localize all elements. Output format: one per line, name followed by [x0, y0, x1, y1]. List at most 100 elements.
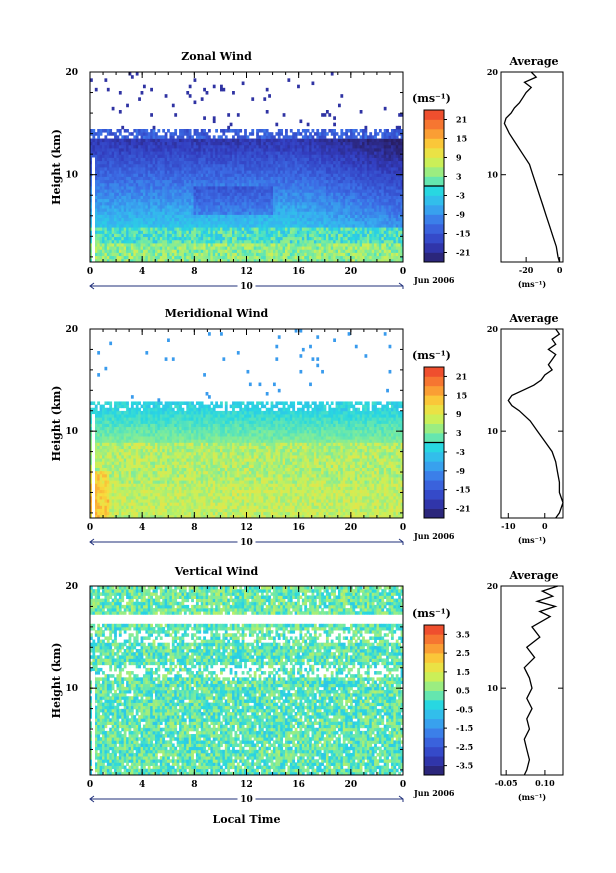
heatmap-cell: [203, 218, 206, 222]
heatmap-cell: [328, 161, 331, 165]
heatmap-cell: [357, 148, 360, 152]
heatmap-cell: [348, 189, 351, 193]
heatmap-cell: [345, 180, 348, 184]
heatmap-cell: [220, 208, 223, 212]
heatmap-cell: [206, 240, 209, 244]
heatmap-cell: [107, 224, 110, 228]
heatmap-cell: [249, 145, 252, 149]
heatmap-cell: [143, 215, 146, 219]
heatmap-cell: [186, 218, 189, 222]
heatmap-cell: [150, 189, 153, 193]
heatmap-cell: [355, 227, 358, 231]
heatmap-cell: [95, 199, 98, 203]
heatmap-cell: [244, 170, 247, 174]
heatmap-cell: [331, 256, 334, 260]
heatmap-cell: [244, 129, 247, 133]
heatmap-cell: [295, 177, 298, 181]
heatmap-cell: [102, 154, 105, 158]
heatmap-cell: [297, 148, 300, 152]
heatmap-cell: [167, 208, 170, 212]
heatmap-cell: [316, 224, 319, 228]
heatmap-cell: [201, 243, 204, 247]
heatmap-cell: [295, 145, 298, 149]
heatmap-cell: [302, 148, 305, 152]
heatmap-cell: [283, 256, 286, 260]
heatmap-cell: [220, 249, 223, 253]
heatmap-cell: [268, 249, 271, 253]
heatmap-cell: [104, 215, 107, 219]
heatmap-cell: [95, 202, 98, 206]
heatmap-cell: [191, 218, 194, 222]
heatmap-cell: [292, 215, 295, 219]
heatmap-cell: [278, 224, 281, 228]
heatmap-cell: [237, 215, 240, 219]
heatmap-cell: [114, 142, 117, 146]
heatmap-cell: [319, 243, 322, 247]
heatmap-cell: [275, 253, 278, 257]
heatmap-cell: [374, 237, 377, 241]
heatmap-cell: [213, 249, 216, 253]
heatmap-cell: [369, 135, 372, 139]
heatmap-cell: [121, 126, 124, 130]
heatmap-cell: [362, 208, 365, 212]
heatmap-cell: [119, 129, 122, 133]
heatmap-cell: [143, 180, 146, 184]
heatmap-cell: [174, 148, 177, 152]
heatmap-cell: [210, 189, 213, 193]
heatmap-cell: [338, 161, 341, 165]
heatmap-cell: [369, 158, 372, 162]
heatmap-cell: [319, 211, 322, 215]
heatmap-cell: [119, 237, 122, 241]
heatmap-cell: [312, 240, 315, 244]
heatmap-cell: [259, 211, 262, 215]
heatmap-cell: [352, 196, 355, 200]
heatmap-cell: [234, 170, 237, 174]
heatmap-cell: [191, 161, 194, 165]
heatmap-cell: [121, 180, 124, 184]
heatmap-cell: [261, 211, 264, 215]
heatmap-cell: [157, 177, 160, 181]
heatmap-cell: [328, 249, 331, 253]
heatmap-cell: [283, 180, 286, 184]
heatmap-cell: [360, 192, 363, 196]
heatmap-cell: [331, 234, 334, 238]
heatmap-cell: [251, 158, 254, 162]
heatmap-cell: [145, 186, 148, 190]
heatmap-cell: [153, 246, 156, 250]
heatmap-cell: [369, 164, 372, 168]
heatmap-cell: [372, 256, 375, 260]
heatmap-cell: [242, 145, 245, 149]
heatmap-cell: [112, 183, 115, 187]
heatmap-cell: [251, 243, 254, 247]
heatmap-cell: [343, 142, 346, 146]
heatmap-cell: [109, 167, 112, 171]
heatmap-cell: [141, 199, 144, 203]
heatmap-cell: [133, 256, 136, 260]
heatmap-cell: [121, 218, 124, 222]
heatmap-cell: [181, 240, 184, 244]
heatmap-cell: [100, 199, 103, 203]
heatmap-cell: [129, 215, 132, 219]
heatmap-cell: [153, 177, 156, 181]
heatmap-cell: [148, 154, 151, 158]
heatmap-cell: [184, 202, 187, 206]
heatmap-cell: [95, 158, 98, 162]
heatmap-cell: [206, 177, 209, 181]
heatmap-cell: [119, 234, 122, 238]
heatmap-cell: [304, 170, 307, 174]
heatmap-cell: [179, 243, 182, 247]
heatmap-cell: [143, 151, 146, 155]
heatmap-cell: [191, 249, 194, 253]
heatmap-cell: [208, 237, 211, 241]
heatmap-cell: [220, 215, 223, 219]
heatmap-cell: [374, 148, 377, 152]
heatmap-cell: [157, 164, 160, 168]
heatmap-cell: [374, 135, 377, 139]
heatmap-cell: [357, 243, 360, 247]
heatmap-cell: [362, 240, 365, 244]
heatmap-cell: [225, 199, 228, 203]
heatmap-cell: [343, 199, 346, 203]
heatmap-cell: [295, 246, 298, 250]
heatmap-cell: [95, 177, 98, 181]
heatmap-cell: [283, 205, 286, 209]
